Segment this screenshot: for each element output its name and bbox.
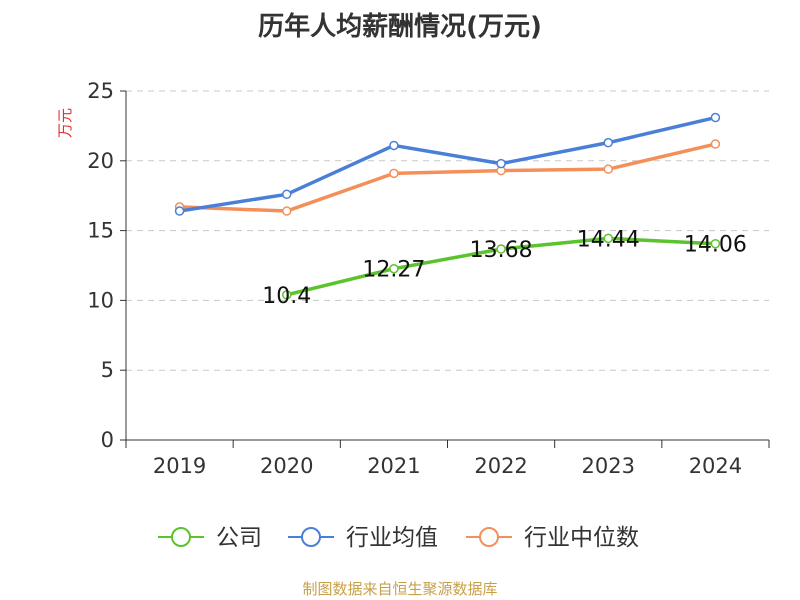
y-axis-label: 万元 xyxy=(56,108,74,138)
data-label: 10.4 xyxy=(262,284,311,309)
series-point xyxy=(389,140,399,151)
y-tick-label: 5 xyxy=(101,358,114,382)
grid-lines xyxy=(126,90,769,371)
axes: 0 5 10 15 20 25 2019 2020 2021 2022 2023 2024 万元 xyxy=(56,79,770,478)
chart-title: 历年人均薪酬情况(万元) xyxy=(258,12,542,42)
x-tick-label: 2024 xyxy=(689,454,742,478)
series-point xyxy=(496,244,506,254)
y-tick-label: 25 xyxy=(87,79,114,103)
data-label: 13.68 xyxy=(470,238,533,263)
legend-marker xyxy=(479,527,499,547)
data-label: 12.27 xyxy=(362,258,425,283)
y-tick-label: 15 xyxy=(87,219,114,243)
series-point xyxy=(389,263,399,274)
data-labels: 10.4 12.27 13.68 14.44 14.06 xyxy=(262,227,747,308)
series-point xyxy=(710,112,721,123)
x-tick-label: 2021 xyxy=(367,454,420,478)
series-point xyxy=(174,206,185,216)
y-tick-label: 0 xyxy=(101,428,114,452)
legend-marker xyxy=(171,527,191,547)
data-label: 14.06 xyxy=(684,233,747,258)
series-point xyxy=(282,206,292,216)
x-tick-label: 2022 xyxy=(474,454,527,478)
legend-label: 公司 xyxy=(216,525,262,551)
legend-marker xyxy=(301,527,321,547)
series-line xyxy=(179,115,716,213)
legend[interactable]: 公司 行业均值 行业中位数 xyxy=(158,525,639,551)
series-point xyxy=(282,290,292,300)
source-note: 制图数据来自恒生聚源数据库 xyxy=(302,580,498,598)
series-point xyxy=(710,238,721,249)
data-label: 14.44 xyxy=(577,227,640,252)
legend-label: 行业中位数 xyxy=(524,525,639,551)
series-line xyxy=(179,142,716,213)
series-lines xyxy=(174,112,721,300)
series-point xyxy=(389,168,399,179)
series-point xyxy=(282,189,292,200)
series-point xyxy=(496,158,506,169)
x-tick-label: 2023 xyxy=(582,454,635,478)
series-point xyxy=(603,137,613,148)
x-tick-label: 2020 xyxy=(260,454,313,478)
series-point xyxy=(710,139,721,149)
y-tick-label: 10 xyxy=(87,288,114,312)
x-tick-label: 2019 xyxy=(153,454,206,478)
y-tick-label: 20 xyxy=(87,149,114,173)
series-point xyxy=(603,233,613,244)
legend-label: 行业均值 xyxy=(346,525,438,551)
series-point xyxy=(603,164,613,174)
